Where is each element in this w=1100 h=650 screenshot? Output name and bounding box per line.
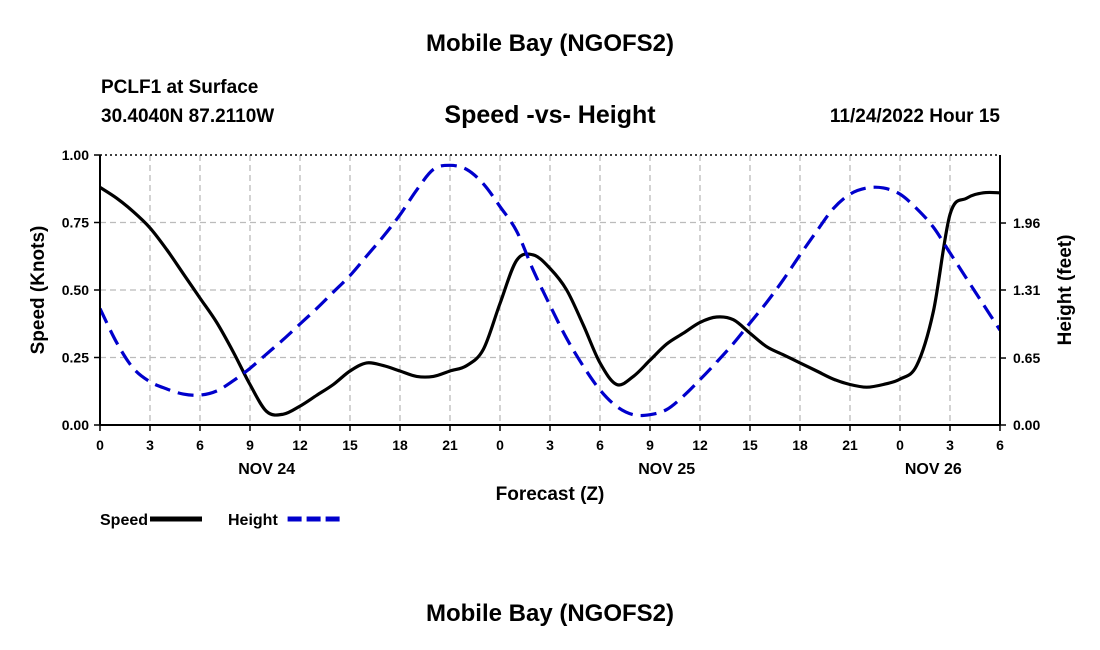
y-left-tick-label: 0.75 <box>62 215 89 231</box>
y-right-tick-label: 1.31 <box>1013 282 1040 298</box>
grid-layer <box>100 155 1000 425</box>
x-tick-label: 6 <box>196 437 204 453</box>
x-tick-label: 0 <box>496 437 504 453</box>
x-tick-label: 21 <box>442 437 458 453</box>
chart-title: Mobile Bay (NGOFS2) <box>425 30 675 57</box>
legend-layer: Speed Height <box>100 512 340 529</box>
x-tick-label: 6 <box>996 437 1004 453</box>
footer-title: Mobile Bay (NGOFS2) <box>425 600 675 627</box>
y-left-tick-label: 0.00 <box>62 417 89 433</box>
y-left-axis-title: Speed (Knots) <box>28 226 49 355</box>
station-coordinates: 30.4040N 87.2110W <box>101 106 275 127</box>
legend-label: Height <box>228 512 278 529</box>
legend-label: Speed <box>100 512 148 529</box>
date-label: NOV 25 <box>638 461 695 478</box>
frame-layer <box>94 154 1006 431</box>
date-label: NOV 24 <box>238 461 295 478</box>
series-line-height <box>100 163 1000 418</box>
x-tick-label: 15 <box>342 437 358 453</box>
x-tick-label: 3 <box>546 437 554 453</box>
x-tick-label: 18 <box>792 437 808 453</box>
y-left-tick-label: 0.50 <box>62 282 89 298</box>
y-left-tick-label: 0.25 <box>62 350 89 366</box>
y-right-tick-label: 1.96 <box>1013 215 1040 231</box>
chart-subtitle: Speed -vs- Height <box>444 101 656 129</box>
y-left-tick-label: 1.00 <box>62 147 89 163</box>
y-right-tick-label: 0.65 <box>1013 350 1040 366</box>
x-tick-label: 12 <box>292 437 308 453</box>
x-axis-title: Forecast (Z) <box>496 484 605 505</box>
x-tick-label: 18 <box>392 437 408 453</box>
series-layer <box>100 163 1000 418</box>
x-tick-label: 0 <box>896 437 904 453</box>
series-line-speed <box>100 186 1000 417</box>
x-tick-label: 9 <box>246 437 254 453</box>
y-right-axis-title: Height (feet) <box>1055 235 1076 346</box>
x-tick-label: 9 <box>646 437 654 453</box>
label-layer: 0 3 6 9 12 15 18 21 0 3 6 9 12 15 18 21 0 3 6 0.00 0.25 0.50 0… <box>28 147 1076 505</box>
x-tick-label: 3 <box>946 437 954 453</box>
x-tick-label: 6 <box>596 437 604 453</box>
x-tick-label: 3 <box>146 437 154 453</box>
x-tick-label: 0 <box>96 437 104 453</box>
x-tick-label: 21 <box>842 437 858 453</box>
x-tick-label: 15 <box>742 437 758 453</box>
station-label: PCLF1 at Surface <box>101 77 259 98</box>
x-tick-label: 12 <box>692 437 708 453</box>
date-label: NOV 26 <box>905 461 962 478</box>
y-right-tick-label: 0.00 <box>1013 417 1040 433</box>
forecast-datetime: 11/24/2022 Hour 15 <box>829 106 1000 127</box>
